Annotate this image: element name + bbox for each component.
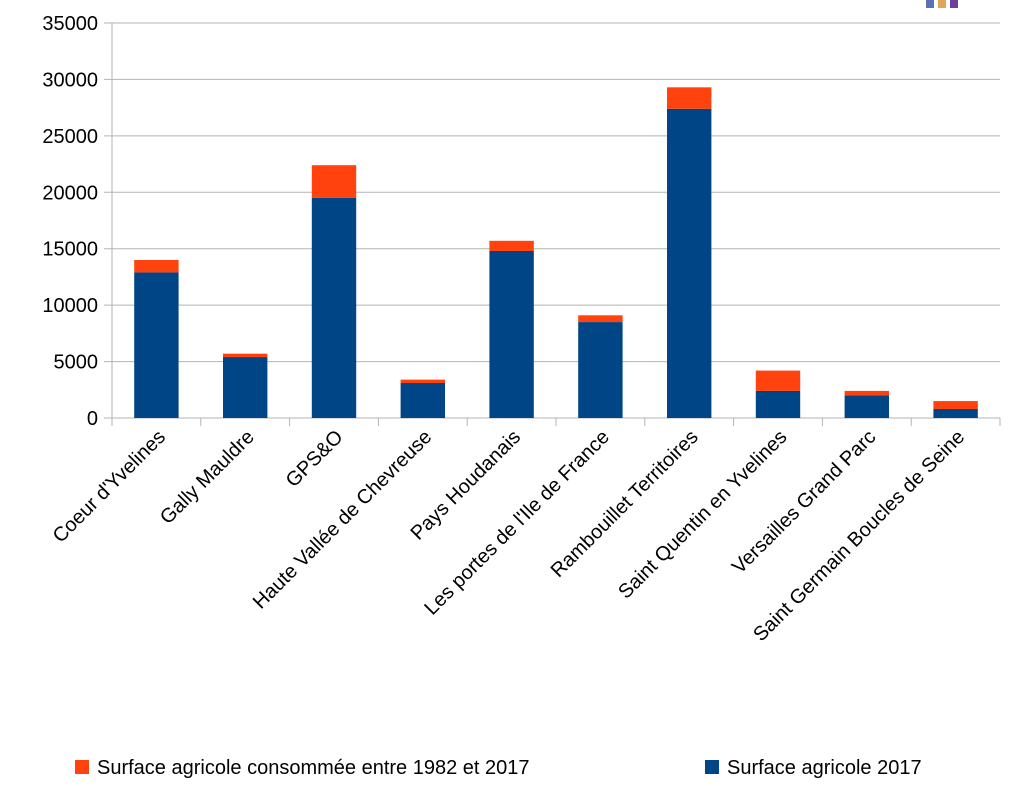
logo — [926, 0, 958, 8]
x-category-label: Gally Mauldre — [156, 426, 259, 529]
bar-segment-consommee — [134, 260, 179, 273]
x-category-label: Versailles Grand Parc — [728, 426, 880, 578]
bar-segment-surface-2017 — [223, 357, 268, 418]
legend-label: Surface agricole consommée entre 1982 et… — [97, 757, 530, 779]
bar-segment-consommee — [489, 240, 534, 251]
y-tick-label: 15000 — [42, 239, 98, 261]
legend-swatch — [75, 760, 89, 774]
x-category-label: Coeur d'Yvelines — [49, 426, 170, 547]
bar-segment-surface-2017 — [400, 383, 445, 418]
bar-segment-consommee — [933, 401, 978, 409]
bar-segment-consommee — [755, 370, 801, 391]
y-tick-label: 10000 — [42, 295, 98, 317]
x-category-label: Les portes de l'Ile de France — [420, 426, 614, 620]
bars — [134, 87, 978, 419]
bar-segment-surface-2017 — [134, 272, 179, 418]
y-tick-label: 25000 — [42, 126, 98, 148]
y-tick-label: 0 — [87, 408, 98, 430]
legend-label: Surface agricole 2017 — [727, 757, 922, 779]
x-category-label: Rambouillet Territoires — [547, 426, 703, 582]
bar-segment-surface-2017 — [667, 108, 712, 419]
y-axis-ticks: 0 5000 10000 15000 20000 25000 30000 35000 — [42, 13, 98, 430]
bar-segment-surface-2017 — [489, 250, 534, 418]
bar-segment-surface-2017 — [578, 322, 623, 418]
x-category-label: Haute Vallée de Chevreuse — [249, 426, 436, 613]
legend: Surface agricole consommée entre 1982 et… — [75, 757, 922, 779]
bar-segment-surface-2017 — [755, 390, 801, 418]
bar-segment-surface-2017 — [311, 197, 357, 418]
y-tick-label: 35000 — [42, 13, 98, 35]
y-tick-label: 5000 — [54, 352, 99, 374]
y-tick-label: 20000 — [42, 182, 98, 204]
bar-segment-consommee — [578, 315, 623, 323]
bar-segment-surface-2017 — [933, 408, 978, 418]
bar-segment-consommee — [400, 379, 445, 384]
legend-swatch — [705, 760, 719, 774]
bar-segment-consommee — [667, 87, 712, 109]
bar-segment-surface-2017 — [844, 395, 889, 418]
bar-segment-consommee — [223, 353, 268, 358]
x-category-label: GPS&O — [282, 426, 348, 492]
bar-segment-consommee — [311, 165, 357, 198]
x-category-label: Saint Quentin en Yvelines — [614, 426, 791, 603]
bar-segment-consommee — [844, 390, 889, 396]
y-tick-label: 30000 — [42, 69, 98, 91]
